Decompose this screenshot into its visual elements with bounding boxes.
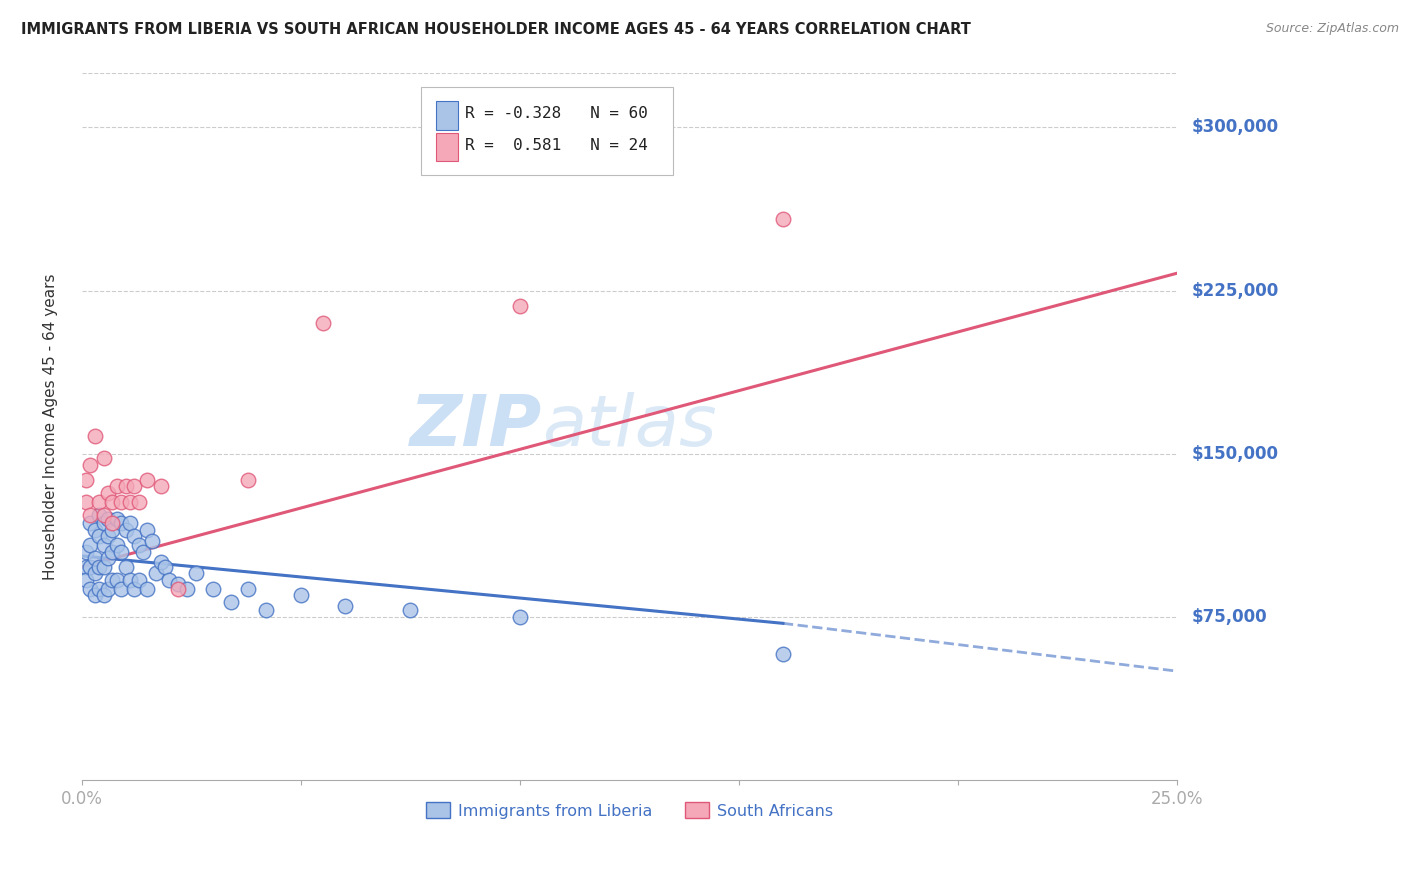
Point [772, 647, 794, 661]
Point [238, 582, 260, 596]
Point [118, 573, 141, 587]
Bar [436, 102, 457, 129]
Point [83, 566, 105, 581]
Point [79, 538, 101, 552]
Point [149, 556, 172, 570]
Point [136, 523, 159, 537]
Point [93, 588, 115, 602]
Point [105, 573, 128, 587]
Point [93, 450, 115, 465]
Point [79, 516, 101, 531]
Point [97, 551, 120, 566]
Point [238, 473, 260, 487]
Text: $225,000: $225,000 [1191, 282, 1278, 300]
Point [118, 516, 141, 531]
Y-axis label: Householder Income Ages 45 - 64 years: Householder Income Ages 45 - 64 years [44, 273, 58, 580]
Point [75, 494, 97, 508]
Point [128, 573, 150, 587]
Point [89, 582, 111, 596]
Point [176, 582, 198, 596]
Point [114, 479, 136, 493]
Point [219, 594, 242, 608]
Text: ZIP: ZIP [409, 392, 541, 461]
Point [97, 512, 120, 526]
Point [101, 523, 124, 537]
Point [124, 479, 146, 493]
Point [105, 512, 128, 526]
Point [97, 529, 120, 543]
Text: R =  0.581   N = 24: R = 0.581 N = 24 [465, 138, 648, 153]
Point [128, 538, 150, 552]
Point [509, 299, 531, 313]
Point [124, 529, 146, 543]
Point [110, 494, 132, 508]
FancyBboxPatch shape [422, 87, 673, 176]
Bar [436, 133, 457, 161]
Point [97, 485, 120, 500]
Point [75, 544, 97, 558]
Point [97, 582, 120, 596]
Point [184, 566, 207, 581]
Point [110, 516, 132, 531]
Point [83, 523, 105, 537]
Point [118, 494, 141, 508]
Point [132, 544, 155, 558]
Point [124, 582, 146, 596]
Point [149, 479, 172, 493]
Point [110, 544, 132, 558]
Text: R = -0.328   N = 60: R = -0.328 N = 60 [465, 106, 648, 121]
Text: $300,000: $300,000 [1191, 119, 1278, 136]
Legend: Immigrants from Liberia, South Africans: Immigrants from Liberia, South Africans [420, 796, 839, 825]
Point [772, 211, 794, 226]
Point [167, 577, 190, 591]
Point [202, 582, 225, 596]
Point [89, 508, 111, 522]
Text: atlas: atlas [541, 392, 717, 461]
Point [157, 573, 180, 587]
Point [83, 588, 105, 602]
Point [290, 588, 312, 602]
Point [136, 473, 159, 487]
Point [312, 316, 335, 330]
Point [89, 529, 111, 543]
Point [145, 566, 167, 581]
Point [110, 582, 132, 596]
Point [399, 603, 422, 617]
Text: $75,000: $75,000 [1191, 607, 1267, 626]
Text: $150,000: $150,000 [1191, 444, 1278, 463]
Point [93, 516, 115, 531]
Point [153, 559, 176, 574]
Point [93, 538, 115, 552]
Point [93, 508, 115, 522]
Point [79, 559, 101, 574]
Point [75, 573, 97, 587]
Point [83, 429, 105, 443]
Point [101, 494, 124, 508]
Point [333, 599, 356, 613]
Point [79, 508, 101, 522]
Point [101, 573, 124, 587]
Point [79, 582, 101, 596]
Point [254, 603, 277, 617]
Point [114, 559, 136, 574]
Point [79, 458, 101, 472]
Text: IMMIGRANTS FROM LIBERIA VS SOUTH AFRICAN HOUSEHOLDER INCOME AGES 45 - 64 YEARS C: IMMIGRANTS FROM LIBERIA VS SOUTH AFRICAN… [21, 22, 972, 37]
Text: Source: ZipAtlas.com: Source: ZipAtlas.com [1265, 22, 1399, 36]
Point [105, 479, 128, 493]
Point [83, 551, 105, 566]
Point [101, 516, 124, 531]
Point [75, 559, 97, 574]
Point [136, 582, 159, 596]
Point [141, 533, 163, 548]
Point [114, 523, 136, 537]
Point [167, 582, 190, 596]
Point [128, 494, 150, 508]
Point [93, 559, 115, 574]
Point [509, 609, 531, 624]
Point [75, 473, 97, 487]
Point [101, 544, 124, 558]
Point [89, 494, 111, 508]
Point [89, 559, 111, 574]
Point [105, 538, 128, 552]
